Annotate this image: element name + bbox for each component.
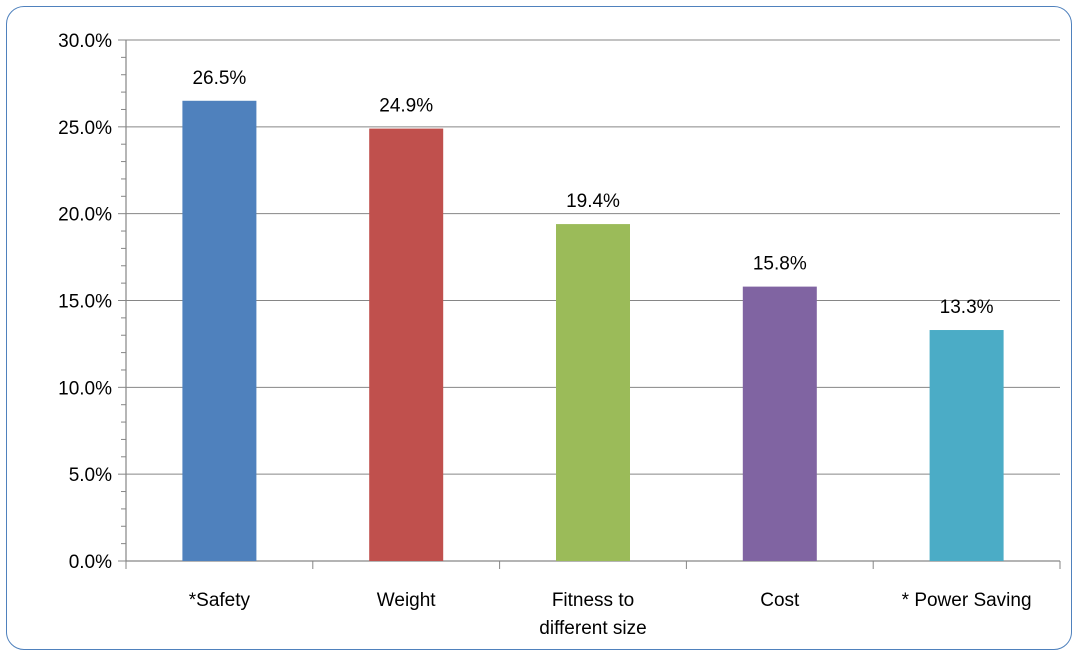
bar-5 (929, 330, 1004, 561)
bar-2 (369, 128, 444, 561)
data-label: 19.4% (566, 191, 620, 212)
bar-1 (182, 100, 257, 562)
data-label: 15.8% (753, 254, 807, 275)
x-category-label: Weight (377, 590, 437, 611)
x-category-label: Cost (760, 590, 800, 611)
y-tick-label: 0.0% (69, 552, 112, 573)
x-category-label: *Safety (189, 590, 251, 611)
bar-4 (742, 286, 817, 561)
y-tick-label: 15.0% (58, 292, 112, 313)
y-tick-label: 10.0% (58, 378, 112, 399)
y-tick-label: 20.0% (58, 205, 112, 226)
data-label: 26.5% (192, 68, 246, 89)
y-tick-label: 5.0% (69, 465, 112, 486)
y-tick-label: 25.0% (58, 118, 112, 139)
x-category-label: Fitness to different size (539, 590, 646, 639)
x-category-label: * Power Saving (902, 590, 1032, 611)
data-label: 24.9% (379, 96, 433, 117)
bar-3 (556, 224, 630, 561)
data-label: 13.3% (940, 297, 994, 318)
y-tick-label: 30.0% (58, 31, 112, 52)
